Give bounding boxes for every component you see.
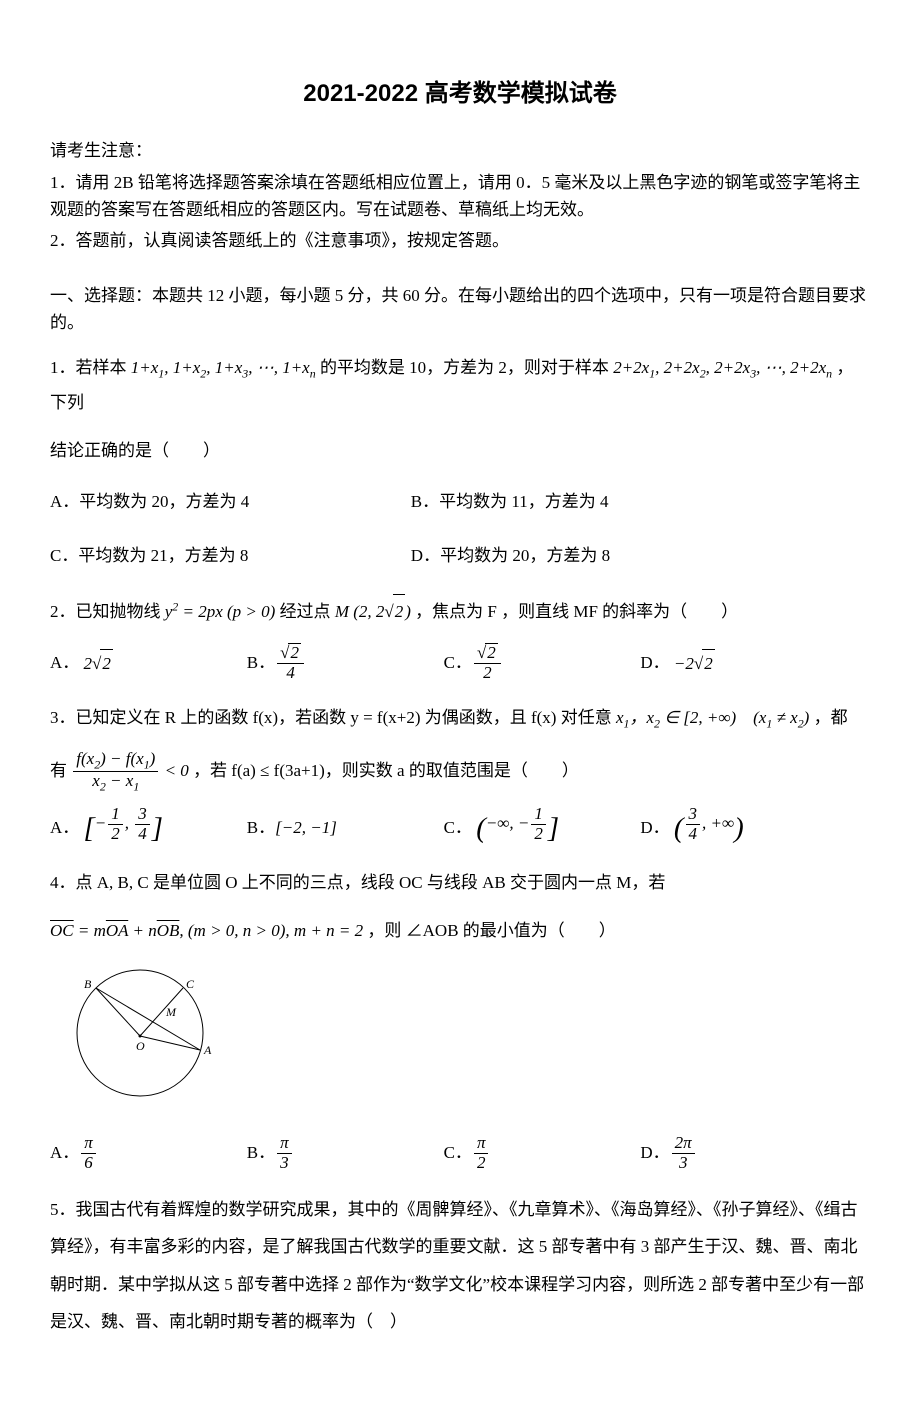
q3-line2a: 有 [50,761,71,780]
q3-A-label: A． [50,814,79,841]
q3-D-math: (34, +∞) [670,805,744,851]
svg-text:A: A [203,1043,212,1057]
q1-choice-C: C．平均数为 21，方差为 8 [50,532,411,580]
q1-choice-B: B．平均数为 11，方差为 4 [411,478,772,526]
q2-post: ，焦点为 F ，则直线 MF 的斜率为（ ） [415,602,738,621]
q4-D-math: 2π3 [672,1134,695,1172]
q1-choices-row2: C．平均数为 21，方差为 8 D．平均数为 20，方差为 8 [50,532,870,580]
question-4-line1: 4．点 A, B, C 是单位圆 O 上不同的三点，线段 OC 与线段 AB 交… [50,866,870,900]
q2-pre: 2．已知抛物线 [50,602,165,621]
q1-mid: 的平均数是 10，方差为 2，则对于样本 [320,358,613,377]
q1-pre: 1．若样本 [50,358,131,377]
q2-choice-A: A． 2√2 [50,639,247,687]
question-4-line2: OC = mOA + nOB, (m > 0, n > 0), m + n = … [50,914,870,948]
q3-B-label: B． [247,814,275,841]
q1-sample2: 2+2x1, 2+2x2, 2+2x3, ⋯, 2+2xn [613,358,832,377]
q4-choice-D: D． 2π3 [640,1129,837,1177]
q4-C-math: π2 [474,1134,489,1172]
q2-A-label: A． [50,649,79,676]
svg-text:C: C [186,977,195,991]
question-2: 2．已知抛物线 y2 = 2px (p > 0) 经过点 M (2, 2√2) … [50,594,870,629]
exam-title: 2021-2022 高考数学模拟试卷 [50,75,870,113]
svg-text:B: B [84,977,92,991]
q2-C-math: √22 [474,643,501,682]
q1-choice-A: A．平均数为 20，方差为 4 [50,478,411,526]
q2-B-label: B． [247,649,275,676]
q3-B-math: [−2, −1] [275,814,337,841]
q4-A-label: A． [50,1139,79,1166]
q3-cond: x1，x2 ∈ [2, +∞) (x1 ≠ x2) [616,708,809,727]
q3-pre: 3．已知定义在 R 上的函数 f(x)，若函数 y = f(x+2) 为偶函数，… [50,708,616,727]
q2-eq: y2 = 2px (p > 0) [165,602,276,621]
q3-choices: A． [−12, 34] B． [−2, −1] C． (−∞, −12] D．… [50,804,870,852]
q2-choice-D: D． −2√2 [640,639,837,687]
q4-A-math: π6 [81,1134,96,1172]
q3-lt0: < 0 [165,761,189,780]
q4-D-label: D． [640,1139,669,1166]
svg-text:M: M [165,1005,177,1019]
notice-1: 1．请用 2B 铅笔将选择题答案涂填在答题纸相应位置上，请用 0．5 毫米及以上… [50,169,870,223]
q4-vec-eq: OC = mOA + nOB, (m > 0, n > 0), m + n = … [50,921,363,940]
notice-2: 2．答题前，认真阅读答题纸上的《注意事项》，按规定答题。 [50,227,870,254]
svg-text:O: O [136,1039,145,1053]
q3-post: ，都 [814,708,848,727]
q4-choice-B: B． π3 [247,1129,444,1177]
q4-line2-text: ，则 ∠AOB 的最小值为（ ） [367,921,615,940]
q4-C-label: C． [444,1139,472,1166]
q3-A-math: [−12, 34] [79,805,163,851]
notice-header: 请考生注意： [50,137,870,164]
q2-choice-B: B． √24 [247,639,444,687]
q3-choice-D: D． (34, +∞) [640,804,837,852]
q3-C-label: C． [444,814,472,841]
q3-fraction: f(x2) − f(x1) x2 − x1 [73,750,158,794]
q2-B-math: √24 [277,643,304,682]
q2-D-label: D． [640,649,669,676]
q2-D-math: −2√2 [670,649,715,677]
q4-choice-A: A． π6 [50,1129,247,1177]
q2-mid: 经过点 [280,602,335,621]
q4-B-label: B． [247,1139,275,1166]
q3-line2b: ，若 f(a) ≤ f(3a+1)，则实数 a 的取值范围是（ ） [193,761,579,780]
q3-D-label: D． [640,814,669,841]
q4-choices: A． π6 B． π3 C． π2 D． 2π3 [50,1129,870,1177]
q1-choices-row1: A．平均数为 20，方差为 4 B．平均数为 11，方差为 4 [50,478,870,526]
q1-sample1: 1+x1, 1+x2, 1+x3, ⋯, 1+xn [131,358,316,377]
section-1-header: 一、选择题：本题共 12 小题，每小题 5 分，共 60 分。在每小题给出的四个… [50,282,870,336]
q1-choice-D: D．平均数为 20，方差为 8 [411,532,772,580]
q2-point: M (2, 2√2) [335,602,411,621]
q3-C-math: (−∞, −12] [472,805,559,851]
q4-choice-C: C． π2 [444,1129,641,1177]
circle-diagram: O A B CM [50,958,870,1121]
question-1-line2: 结论正确的是（ ） [50,434,870,468]
q3-choice-C: C． (−∞, −12] [444,804,641,852]
q3-choice-A: A． [−12, 34] [50,804,247,852]
question-1: 1．若样本 1+x1, 1+x2, 1+x3, ⋯, 1+xn 的平均数是 10… [50,351,870,420]
q3-choice-B: B． [−2, −1] [247,804,444,852]
question-3: 3．已知定义在 R 上的函数 f(x)，若函数 y = f(x+2) 为偶函数，… [50,701,870,736]
circle-svg: O A B CM [50,958,230,1113]
question-5: 5．我国古代有着辉煌的数学研究成果，其中的《周髀算经》、《九章算术》、《海岛算经… [50,1191,870,1341]
question-3-line2: 有 f(x2) − f(x1) x2 − x1 < 0 ，若 f(a) ≤ f(… [50,750,870,794]
q2-C-label: C． [444,649,472,676]
q2-choice-C: C． √22 [444,639,641,687]
q2-A-math: 2√2 [79,649,113,677]
q4-B-math: π3 [277,1134,292,1172]
q2-choices: A． 2√2 B． √24 C． √22 D． −2√2 [50,639,870,687]
